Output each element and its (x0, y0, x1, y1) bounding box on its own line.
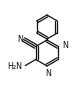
Text: N: N (45, 69, 51, 78)
Text: N: N (62, 42, 68, 51)
Text: N: N (17, 35, 23, 44)
Text: H₂N: H₂N (7, 62, 22, 71)
